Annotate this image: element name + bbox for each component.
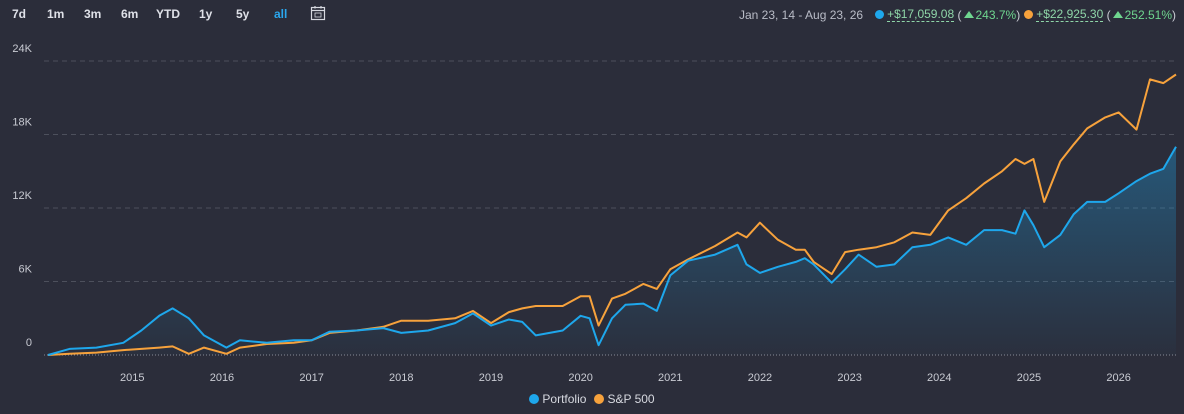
change-percent: 252.51% bbox=[1124, 7, 1172, 22]
series-line bbox=[47, 146, 1177, 356]
change-percent: 243.7% bbox=[975, 7, 1017, 22]
y-tick-label: 24K bbox=[12, 43, 32, 55]
series-line bbox=[47, 73, 1177, 356]
up-arrow bbox=[1112, 11, 1123, 18]
paren: ) bbox=[1016, 7, 1021, 22]
x-tick-label: 2015 bbox=[120, 372, 144, 384]
range-button[interactable]: 6m bbox=[121, 7, 139, 21]
range-button[interactable]: all bbox=[274, 7, 288, 21]
range-button[interactable]: 5y bbox=[236, 7, 250, 21]
range-button[interactable]: 3m bbox=[84, 7, 102, 21]
y-tick-label: 0 bbox=[26, 337, 32, 349]
x-tick-label: 2016 bbox=[210, 372, 234, 384]
date-range: Jan 23, 14 - Aug 23, 26 bbox=[738, 7, 864, 22]
legend-swatch bbox=[529, 394, 540, 404]
legend-item[interactable]: Portfolio bbox=[529, 392, 586, 406]
range-button[interactable]: 1y bbox=[199, 7, 213, 21]
series-dot bbox=[1024, 10, 1034, 19]
x-tick-label: 2021 bbox=[658, 372, 682, 384]
x-tick-label: 2022 bbox=[748, 372, 772, 384]
x-tick-label: 2017 bbox=[299, 372, 323, 384]
legend-item[interactable]: S&P 500 bbox=[594, 392, 655, 406]
calendar-icon[interactable] bbox=[310, 5, 326, 21]
x-tick-label: 2018 bbox=[389, 372, 413, 384]
legend-label: Portfolio bbox=[542, 392, 587, 406]
x-tick-label: 2020 bbox=[568, 372, 592, 384]
legend-swatch bbox=[594, 394, 605, 404]
range-button[interactable]: YTD bbox=[156, 7, 180, 21]
y-tick-label: 6K bbox=[19, 263, 33, 275]
up-arrow bbox=[963, 11, 974, 18]
x-tick-label: 2026 bbox=[1106, 372, 1130, 384]
y-tick-label: 12K bbox=[12, 190, 32, 202]
summary: Jan 23, 14 - Aug 23, 26 +$17,059.08 (243… bbox=[739, 7, 1176, 22]
y-tick-label: 18K bbox=[12, 116, 32, 128]
series-area bbox=[48, 146, 1176, 355]
legend: Portfolio S&P 500 bbox=[0, 392, 1184, 406]
toolbar: Jan 23, 14 - Aug 23, 26 +$17,059.08 (243… bbox=[0, 0, 1184, 28]
x-tick-label: 2019 bbox=[479, 372, 503, 384]
x-tick-label: 2025 bbox=[1017, 372, 1041, 384]
change-amount: +$17,059.08 bbox=[887, 7, 955, 22]
x-tick-label: 2023 bbox=[837, 372, 861, 384]
paren: ( bbox=[1103, 7, 1111, 22]
range-button[interactable]: 7d bbox=[12, 7, 27, 21]
change-amount: +$22,925.30 bbox=[1036, 7, 1104, 22]
paren: ( bbox=[954, 7, 962, 22]
series-dot bbox=[875, 10, 885, 19]
paren: ) bbox=[1172, 7, 1176, 22]
legend-label: S&P 500 bbox=[607, 392, 655, 406]
range-button[interactable]: 1m bbox=[47, 7, 65, 21]
x-tick-label: 2024 bbox=[927, 372, 951, 384]
